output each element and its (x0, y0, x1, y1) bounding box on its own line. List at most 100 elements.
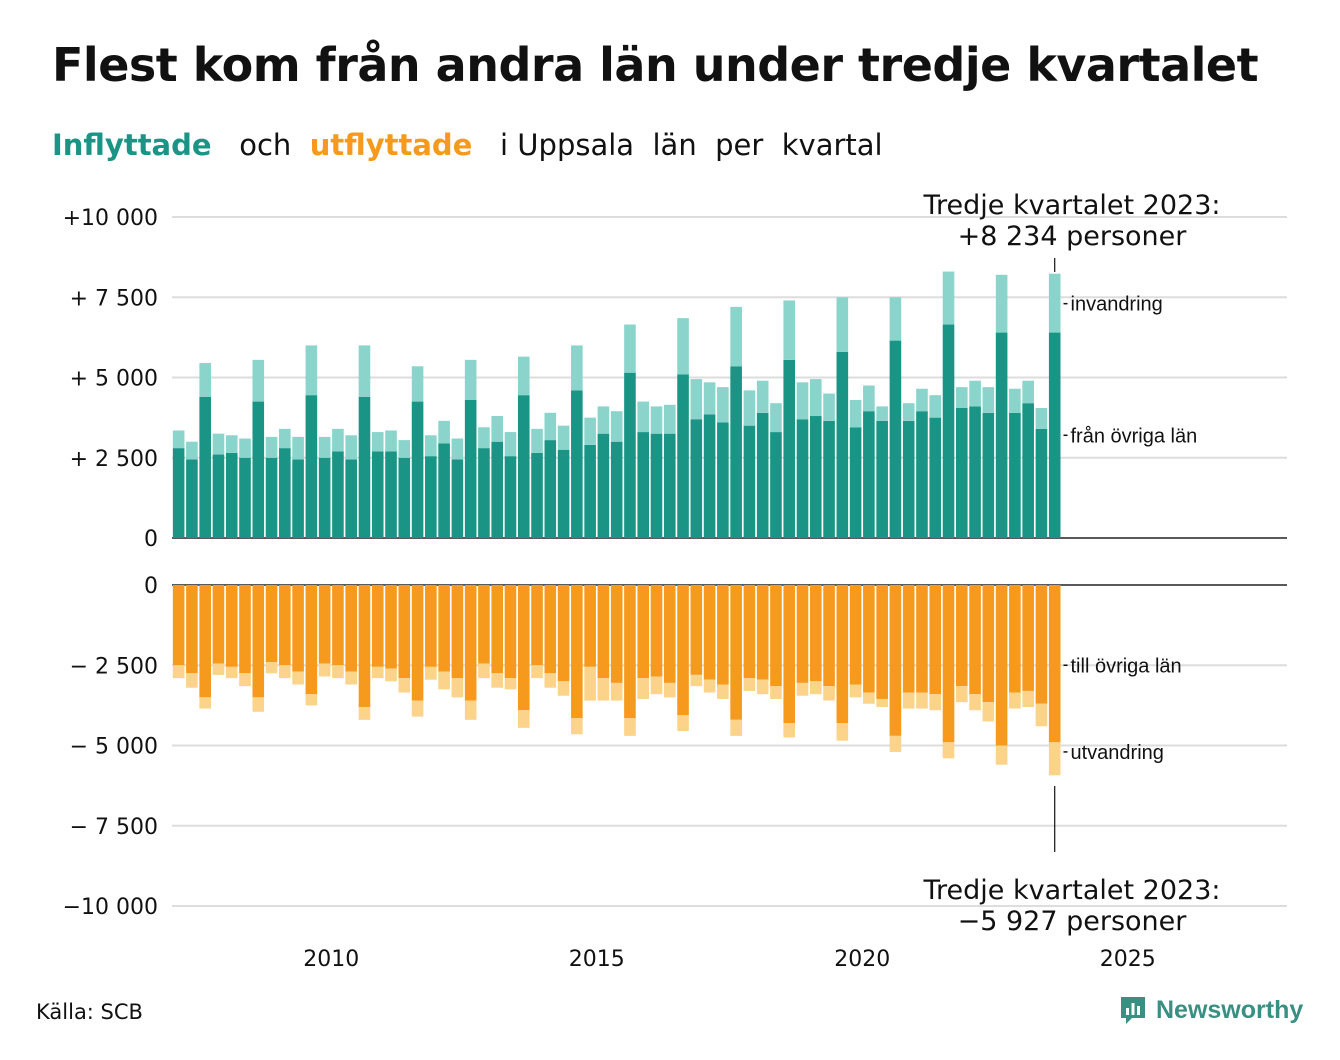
bar-outflow-emigration (717, 684, 729, 699)
bar-inflow-domestic (1035, 428, 1048, 538)
bar-outflow-emigration (863, 692, 875, 704)
bar-outflow-domestic (597, 585, 610, 679)
x-tick-label: 2020 (834, 947, 890, 972)
bar-inflow-domestic (252, 401, 265, 538)
bar-inflow-domestic (557, 449, 570, 538)
x-tick-label: 2010 (303, 947, 359, 972)
bar-outflow-domestic (252, 585, 265, 698)
bar-outflow-emigration (305, 694, 318, 706)
bar-outflow-emigration (172, 665, 185, 679)
bar-outflow-domestic (902, 585, 915, 693)
bar-inflow-domestic (876, 420, 888, 538)
bar-outflow-domestic (677, 585, 689, 716)
bar-outflow-emigration (504, 678, 517, 690)
bar-outflow-domestic (318, 585, 331, 664)
series-label: från övriga län (1071, 425, 1198, 447)
bar-outflow-domestic (756, 585, 769, 680)
y-tick-label: + 5 000 (70, 367, 158, 392)
bar-outflow-emigration (425, 666, 437, 680)
bar-inflow-immigration (624, 324, 636, 373)
bar-inflow-domestic (398, 457, 411, 538)
bar-outflow-emigration (902, 692, 915, 709)
bar-inflow-immigration (398, 440, 411, 458)
bar-outflow-emigration (942, 742, 955, 759)
bar-outflow-emigration (332, 665, 344, 679)
bar-inflow-domestic (929, 417, 942, 538)
bar-outflow-emigration (610, 682, 623, 701)
bar-inflow-domestic (571, 390, 583, 538)
bar-inflow-immigration (836, 297, 849, 352)
bar-outflow-domestic (557, 585, 570, 682)
y-tick-label: −10 000 (63, 895, 158, 920)
bar-inflow-domestic (969, 406, 981, 538)
bar-outflow-emigration (1035, 703, 1048, 727)
bar-inflow-domestic (345, 459, 357, 538)
bar-outflow-emigration (186, 673, 198, 688)
bar-outflow-domestic (663, 585, 676, 683)
bar-outflow-emigration (451, 678, 464, 698)
subtitle-rest: i Uppsala län per kvartal (500, 128, 883, 162)
bar-outflow-emigration (371, 666, 384, 679)
y-tick-label: − 7 500 (70, 815, 158, 840)
bar-inflow-immigration (225, 435, 238, 453)
bar-outflow-domestic (982, 585, 995, 703)
y-tick-label: +10 000 (63, 206, 158, 231)
annotation-line: −5 927 personer (958, 906, 1188, 937)
bar-outflow-domestic (955, 585, 968, 687)
bar-outflow-emigration (478, 663, 490, 679)
bar-inflow-domestic (796, 419, 809, 538)
bar-inflow-domestic (318, 457, 331, 538)
series-label: invandring (1071, 294, 1163, 316)
bar-inflow-immigration (345, 435, 357, 460)
bar-inflow-domestic (624, 372, 636, 538)
bar-inflow-domestic (982, 412, 995, 538)
bar-inflow-immigration (385, 430, 397, 452)
bar-outflow-domestic (1022, 585, 1034, 691)
bar-inflow-immigration (411, 366, 424, 402)
bar-inflow-domestic (371, 451, 384, 538)
bar-inflow-domestic (464, 399, 477, 538)
bar-inflow-domestic (836, 351, 849, 538)
bar-outflow-domestic (942, 585, 955, 743)
bar-inflow-immigration (478, 427, 490, 449)
series-label: utvandring (1071, 742, 1164, 764)
bar-inflow-domestic (504, 456, 517, 538)
bar-inflow-domestic (995, 332, 1008, 538)
bar-inflow-immigration (371, 432, 384, 452)
bar-inflow-immigration (690, 379, 703, 420)
bar-inflow-domestic (584, 444, 596, 538)
bar-inflow-immigration (212, 433, 225, 455)
bar-inflow-immigration (770, 403, 782, 433)
bar-outflow-emigration (916, 692, 928, 709)
bar-outflow-domestic (1048, 585, 1061, 743)
bar-outflow-domestic (531, 585, 543, 666)
bar-outflow-domestic (239, 585, 251, 674)
bar-outflow-emigration (770, 686, 782, 699)
bar-inflow-immigration (318, 436, 331, 458)
bar-outflow-domestic (464, 585, 477, 701)
bar-outflow-emigration (597, 678, 610, 701)
bar-inflow-domestic (637, 432, 650, 538)
bar-inflow-domestic (902, 420, 915, 538)
bar-inflow-immigration (717, 387, 729, 423)
bar-outflow-domestic (371, 585, 384, 667)
bar-outflow-domestic (969, 585, 981, 695)
bar-inflow-domestic (517, 395, 530, 538)
bar-outflow-emigration (637, 678, 650, 699)
bar-inflow-domestic (743, 425, 756, 538)
bar-inflow-immigration (929, 395, 942, 418)
bar-inflow-domestic (597, 433, 610, 538)
bar-inflow-domestic (279, 448, 291, 538)
annotation-line: +8 234 personer (958, 221, 1188, 252)
bar-outflow-emigration (1048, 742, 1061, 776)
bar-inflow-immigration (902, 403, 915, 421)
bar-inflow-immigration (1022, 380, 1034, 404)
bar-outflow-domestic (478, 585, 490, 664)
bar-inflow-immigration (332, 428, 344, 452)
bar-outflow-domestic (703, 585, 716, 680)
bar-outflow-emigration (823, 686, 835, 701)
bar-outflow-domestic (225, 585, 238, 667)
bar-outflow-emigration (279, 665, 291, 679)
bar-outflow-domestic (491, 585, 504, 674)
